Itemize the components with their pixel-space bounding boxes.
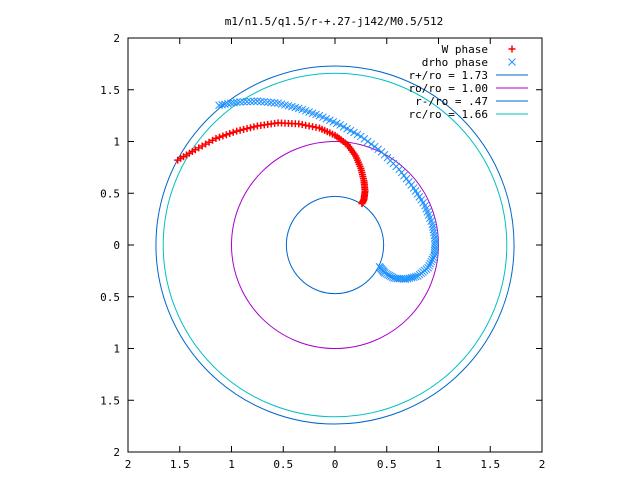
axis-ticks: 2 1.5 1 0.5 0 0.5 1 1.5 221.510.500.511.52 — [100, 32, 545, 471]
x-tick-label: 2 — [125, 458, 132, 471]
radius-circles — [155, 65, 515, 425]
x-tick-label: 1 — [228, 458, 235, 471]
drho-phase-point — [427, 257, 436, 266]
radius-circle — [155, 65, 515, 425]
x-tick-label: 0.5 — [273, 458, 293, 471]
drho-phase-point — [357, 132, 365, 141]
drho-phase-point — [260, 97, 269, 106]
x-tick-label: 0.5 — [377, 458, 397, 471]
drho-phase-point — [256, 97, 265, 106]
y-tick-label: 1 — [113, 136, 120, 149]
drho-phase-point — [426, 259, 435, 268]
w-phase-point — [219, 132, 227, 140]
drho-phase-point — [270, 99, 279, 107]
x-tick-label: 0 — [332, 458, 339, 471]
drho-phase-point — [428, 255, 437, 264]
drho-phase-point — [229, 98, 238, 107]
w-phase-point — [233, 127, 241, 135]
x-tick-label: 1.5 — [480, 458, 500, 471]
y-tick-label: 2 — [113, 32, 120, 45]
w-phase-point — [240, 125, 248, 133]
drho-phase-point — [374, 145, 382, 154]
legend-label: drho phase — [422, 56, 488, 69]
x-tick-label: 1.5 — [170, 458, 190, 471]
w-phase-point — [250, 123, 258, 131]
drho-phase-point — [370, 142, 379, 151]
legend-label: r+/ro = 1.73 — [409, 69, 488, 82]
w-phase-point — [358, 200, 366, 208]
drho-phase-point — [232, 98, 241, 107]
radius-circle — [285, 195, 385, 295]
y-tick-label: 2 — [113, 446, 120, 459]
legend-label: ro/ro = 1.00 — [409, 82, 488, 95]
drho-phase-point — [430, 251, 439, 260]
drho-phase-point — [236, 98, 244, 106]
drho-phase-point — [360, 135, 369, 143]
w-phase-point — [215, 133, 223, 141]
legend-label: rc/ro = 1.66 — [409, 108, 488, 121]
radius-circle — [162, 72, 508, 418]
drho-phase-point — [250, 97, 258, 106]
x-tick-label: 1 — [435, 458, 442, 471]
w-phase-point — [229, 128, 237, 136]
chart-title: m1/n1.5/q1.5/r-+.27-j142/M0.5/512 — [225, 15, 444, 28]
x-tick-label: 2 — [539, 458, 546, 471]
w-phase-point — [236, 126, 244, 134]
w-phase-point — [226, 130, 234, 138]
drho-phase-point — [429, 253, 438, 262]
w-phase-point — [212, 134, 220, 142]
drho-phase-point — [375, 262, 384, 271]
drho-phase-point — [243, 97, 251, 106]
y-tick-label: 0.5 — [100, 291, 120, 304]
drho-phase-point — [363, 137, 372, 146]
drho-phase-point — [430, 249, 439, 257]
drho-phase-point — [263, 98, 272, 107]
legend-label: W phase — [442, 43, 488, 56]
legend-label: r-/ro = .47 — [415, 95, 488, 108]
drho-phase-point — [367, 140, 376, 148]
w-phase-point — [246, 124, 254, 132]
legend-swatch — [508, 58, 516, 66]
w-phase-point — [222, 131, 230, 139]
y-tick-label: 0 — [113, 239, 120, 252]
drho-phase-point — [267, 98, 276, 107]
drho-phase-point — [239, 97, 248, 106]
y-tick-label: 1.5 — [100, 84, 120, 97]
w-phase-point — [243, 125, 251, 133]
y-tick-label: 1 — [113, 343, 120, 356]
phase-markers — [174, 97, 440, 284]
drho-phase-point — [246, 97, 255, 106]
y-tick-label: 0.5 — [100, 187, 120, 200]
y-tick-label: 1.5 — [100, 394, 120, 407]
drho-phase-point — [253, 97, 262, 105]
